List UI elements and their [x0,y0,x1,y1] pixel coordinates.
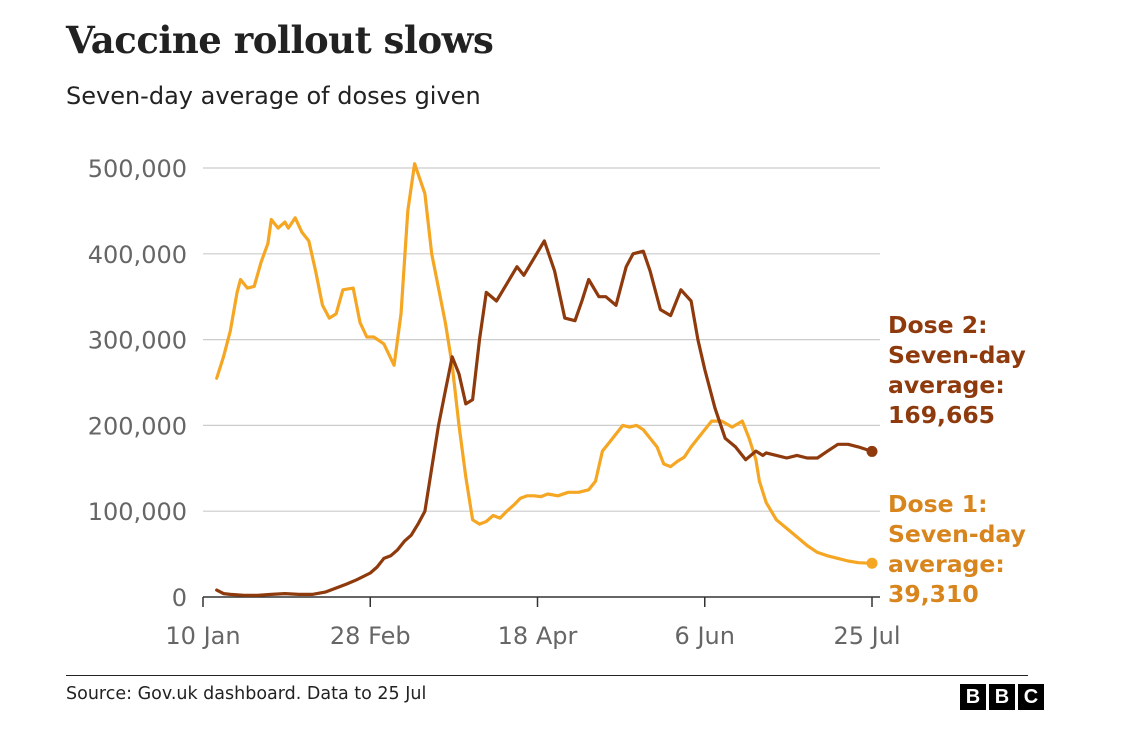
source-note: Source: Gov.uk dashboard. Data to 25 Jul [66,684,427,704]
dose2-callout-line: average: [888,371,1005,399]
dose2-end-marker [866,445,878,457]
chart-subtitle: Seven-day average of doses given [66,82,481,110]
bbc-logo-block: C [1018,684,1044,710]
bbc-logo-block: B [989,684,1015,710]
dose2-callout: Dose 2: Seven-day average: 169,665 [888,310,1026,430]
dose2-callout-line: Dose 2: [888,311,988,339]
dose1-end-marker [866,557,878,569]
dose1-series-line [215,162,874,565]
bbc-logo-block: B [960,684,986,710]
y-tick-label: 0 [172,584,187,612]
dose1-callout-line: Seven-day [888,520,1026,548]
line-chart: 0 100,000 200,000 300,000 400,000 500,000 10 … [88,155,901,650]
x-axis: 10 Jan 28 Feb 18 Apr 6 Jun 25 Jul [165,596,901,650]
footer-divider [66,675,1028,676]
x-tick-label: 10 Jan [165,622,240,650]
series-lines [215,162,878,597]
y-tick-label: 200,000 [88,412,187,440]
y-tick-label: 300,000 [88,327,187,355]
dose2-callout-line: Seven-day [888,341,1026,369]
x-tick-label: 25 Jul [833,622,900,650]
y-axis-tick-labels: 0 100,000 200,000 300,000 400,000 500,000 [88,155,187,612]
dose1-callout: Dose 1: Seven-day average: 39,310 [888,489,1026,609]
x-tick-label: 6 Jun [675,622,735,650]
gridlines [203,167,880,512]
bbc-logo: B B C [960,684,1044,710]
dose1-callout-line: Dose 1: [888,490,988,518]
dose2-callout-value: 169,665 [888,401,996,429]
x-tick-label: 18 Apr [498,622,578,650]
x-tick-label: 28 Feb [330,622,411,650]
y-tick-label: 400,000 [88,241,187,269]
y-tick-label: 100,000 [88,498,187,526]
y-tick-label: 500,000 [88,155,187,183]
dose1-callout-line: average: [888,550,1005,578]
dose1-callout-value: 39,310 [888,580,979,608]
chart-title: Vaccine rollout slows [66,18,494,62]
dose2-series-line [215,239,874,597]
